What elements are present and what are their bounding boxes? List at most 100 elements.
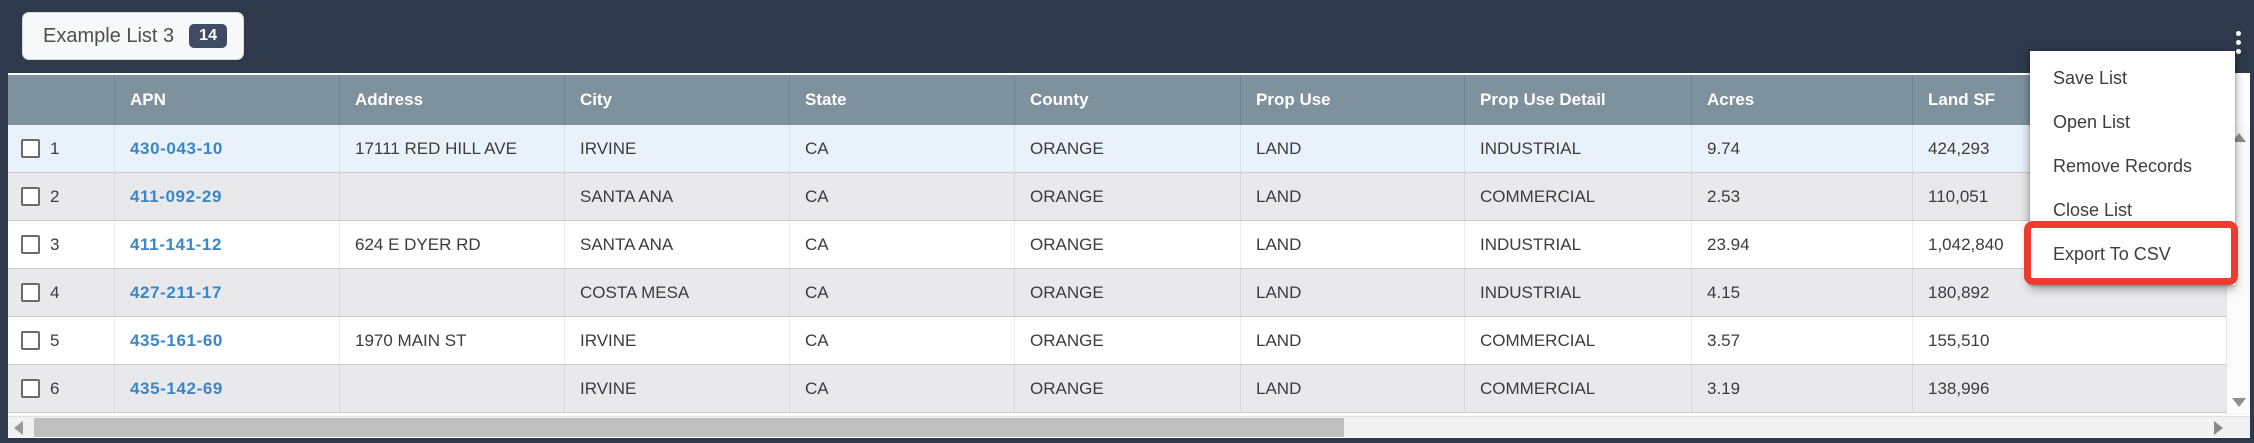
prop-use-detail-cell: COMMERCIAL: [1465, 173, 1692, 220]
city-cell: IRVINE: [565, 317, 790, 364]
land-sf-cell: 180,892: [1928, 282, 1990, 302]
top-toolbar: Example List 3 14: [0, 0, 2254, 73]
menu-item-remove-records[interactable]: Remove Records: [2053, 155, 2193, 176]
column-header-state[interactable]: State: [790, 75, 1015, 125]
horizontal-scrollbar-thumb[interactable]: [34, 418, 1344, 437]
county-cell: ORANGE: [1015, 269, 1241, 316]
row-checkbox[interactable]: [21, 331, 40, 350]
row-number: 3: [50, 234, 60, 254]
column-header-address[interactable]: Address: [340, 75, 565, 125]
apn-cell: 435-161-60: [115, 317, 340, 364]
county-cell: ORANGE: [1015, 125, 1241, 172]
city-cell: COSTA MESA: [565, 269, 790, 316]
row-number: 5: [50, 330, 60, 350]
county-cell: ORANGE: [1015, 173, 1241, 220]
apn-link[interactable]: 411-141-12: [130, 234, 223, 254]
address-cell: [340, 173, 565, 220]
scroll-right-arrow-icon[interactable]: [2214, 421, 2223, 435]
city-cell: IRVINE: [565, 125, 790, 172]
apn-link[interactable]: 411-092-29: [130, 186, 223, 206]
prop-use-cell: LAND: [1241, 221, 1465, 268]
scroll-left-arrow-icon[interactable]: [14, 421, 23, 435]
list-actions-menu: Save List Open List Remove Records Close Li…: [2030, 51, 2235, 285]
land-sf-cell: 155,510: [1928, 330, 1990, 350]
data-grid: APN Address City State County Prop Use Prop Us…: [8, 73, 2250, 438]
apn-cell: 411-141-12: [115, 221, 340, 268]
row-select-cell: 1: [8, 125, 115, 172]
column-header-prop-use[interactable]: Prop Use: [1241, 75, 1465, 125]
state-cell: CA: [790, 173, 1015, 220]
row-number: 1: [50, 138, 60, 158]
acres-cell: 9.74: [1692, 125, 1913, 172]
row-checkbox[interactable]: [21, 187, 40, 206]
apn-cell: 427-211-17: [115, 269, 340, 316]
record-count-badge: 14: [189, 24, 227, 48]
list-name: Example List 3: [43, 24, 175, 47]
acres-cell: 3.19: [1692, 365, 1913, 412]
table-header-row: APN Address City State County Prop Use Prop Us…: [8, 75, 2228, 125]
city-cell: SANTA ANA: [565, 221, 790, 268]
acres-cell: 3.57: [1692, 317, 1913, 364]
row-select-cell: 6: [8, 365, 115, 412]
apn-cell: 430-043-10: [115, 125, 340, 172]
row-select-cell: 2: [8, 173, 115, 220]
column-header-city[interactable]: City: [565, 75, 790, 125]
apn-link[interactable]: 435-142-69: [130, 378, 223, 398]
acres-cell: 2.53: [1692, 173, 1913, 220]
row-checkbox[interactable]: [21, 283, 40, 302]
acres-cell: 23.94: [1692, 221, 1913, 268]
menu-item-save-list[interactable]: Save List: [2053, 67, 2128, 88]
table-row[interactable]: 6 435-142-69 IRVINE CA ORANGE LAND COMMERCIAL 3…: [8, 365, 2228, 413]
row-select-cell: 4: [8, 269, 115, 316]
scroll-down-arrow-icon[interactable]: [2232, 398, 2246, 407]
apn-cell: 435-142-69: [115, 365, 340, 412]
table-row[interactable]: 4 427-211-17 COSTA MESA CA ORANGE LAND INDUSTR…: [8, 269, 2228, 317]
land-sf-cell: 1,042,840: [1928, 234, 2004, 254]
horizontal-scrollbar[interactable]: [8, 416, 2250, 437]
city-cell: SANTA ANA: [565, 173, 790, 220]
list-tab[interactable]: Example List 3 14: [22, 12, 244, 60]
column-header-county[interactable]: County: [1015, 75, 1241, 125]
county-cell: ORANGE: [1015, 317, 1241, 364]
menu-item-open-list[interactable]: Open List: [2053, 111, 2131, 132]
land-sf-cell: 110,051: [1928, 186, 1989, 206]
prop-use-detail-cell: COMMERCIAL: [1465, 317, 1692, 364]
kebab-menu-icon[interactable]: [2228, 22, 2248, 62]
address-cell: 17111 RED HILL AVE: [340, 125, 565, 172]
row-checkbox[interactable]: [21, 235, 40, 254]
prop-use-detail-cell: INDUSTRIAL: [1465, 125, 1692, 172]
table-body: 1 430-043-10 17111 RED HILL AVE IRVINE CA ORA…: [8, 125, 2250, 413]
county-cell: ORANGE: [1015, 365, 1241, 412]
address-cell: 1970 MAIN ST: [340, 317, 565, 364]
column-header-land-sf[interactable]: Land SF: [1928, 90, 1996, 109]
prop-use-detail-cell: COMMERCIAL: [1465, 365, 1692, 412]
column-header-apn[interactable]: APN: [115, 75, 340, 125]
column-header-prop-use-detail[interactable]: Prop Use Detail: [1465, 75, 1692, 125]
prop-use-cell: LAND: [1241, 269, 1465, 316]
row-number: 6: [50, 378, 60, 398]
apn-cell: 411-092-29: [115, 173, 340, 220]
row-checkbox[interactable]: [21, 139, 40, 158]
menu-item-export-to-csv[interactable]: Export To CSV: [2053, 243, 2171, 264]
state-cell: CA: [790, 269, 1015, 316]
table-row[interactable]: 2 411-092-29 SANTA ANA CA ORANGE LAND COMMERCI…: [8, 173, 2228, 221]
address-cell: [340, 365, 565, 412]
apn-link[interactable]: 427-211-17: [130, 282, 223, 302]
state-cell: CA: [790, 125, 1015, 172]
row-select-cell: 3: [8, 221, 115, 268]
prop-use-cell: LAND: [1241, 365, 1465, 412]
row-checkbox[interactable]: [21, 379, 40, 398]
apn-link[interactable]: 435-161-60: [130, 330, 223, 350]
table-row[interactable]: 1 430-043-10 17111 RED HILL AVE IRVINE CA ORA…: [8, 125, 2228, 173]
table-row[interactable]: 5 435-161-60 1970 MAIN ST IRVINE CA ORANGE LAN…: [8, 317, 2228, 365]
prop-use-detail-cell: INDUSTRIAL: [1465, 269, 1692, 316]
scroll-up-arrow-icon[interactable]: [2232, 133, 2246, 142]
land-sf-cell: 424,293: [1928, 138, 1990, 158]
column-header-select[interactable]: [8, 75, 115, 125]
table-row[interactable]: 3 411-141-12 624 E DYER RD SANTA ANA CA ORANG…: [8, 221, 2228, 269]
menu-item-close-list[interactable]: Close List: [2053, 199, 2133, 220]
apn-link[interactable]: 430-043-10: [130, 138, 223, 158]
column-header-acres[interactable]: Acres: [1692, 75, 1913, 125]
land-sf-cell: 138,996: [1928, 378, 1990, 398]
